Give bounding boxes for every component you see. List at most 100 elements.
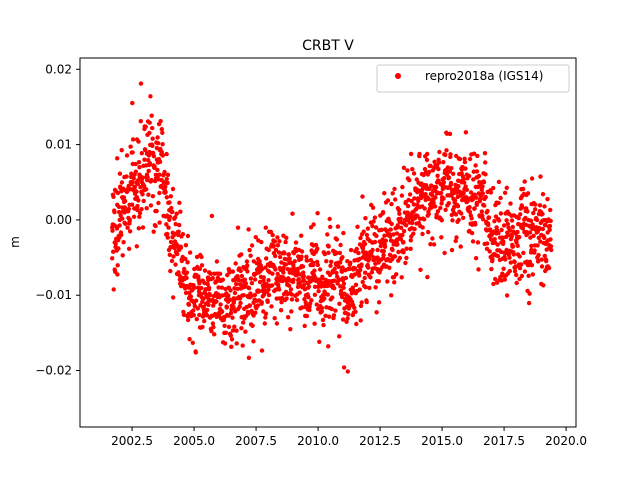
data-point [111,287,116,292]
data-point [444,148,449,153]
data-point [399,193,405,198]
data-point [319,305,325,311]
data-point [186,302,192,307]
data-point [389,221,394,227]
data-point [219,285,225,290]
data-point [517,276,522,282]
data-point [250,323,255,328]
data-point [247,303,253,308]
data-point [117,209,122,215]
data-point [256,270,261,275]
data-point [456,184,461,189]
data-point [536,252,541,258]
data-point [281,270,286,275]
data-point [120,195,125,200]
data-point [362,275,367,281]
data-point [438,205,443,211]
data-point [472,206,477,211]
data-point [539,257,544,262]
data-point [128,144,133,149]
data-point [521,250,526,256]
data-point [143,124,148,129]
data-point [195,306,200,311]
data-point [356,250,361,256]
data-point [140,175,145,180]
data-point [266,247,271,253]
data-point [456,217,461,223]
data-point [259,239,264,245]
data-point [360,194,365,199]
data-point [199,285,204,291]
data-point [163,189,168,195]
data-point [411,231,416,236]
data-point [309,298,314,303]
data-point [139,151,144,156]
data-point [170,209,175,215]
data-point [533,202,538,207]
data-point [536,235,541,240]
data-point [263,225,268,230]
data-point [263,265,268,270]
data-point [210,321,216,326]
data-point [548,207,553,213]
data-point [517,254,522,259]
data-point [379,227,384,232]
data-point [355,224,360,229]
data-point [285,315,291,320]
data-point [190,340,195,345]
data-point [139,207,144,212]
data-point [515,243,520,248]
data-point [226,285,231,290]
data-point [135,203,140,209]
data-point [171,254,176,259]
data-point [439,218,444,223]
data-point [437,149,442,155]
data-point [442,250,447,256]
data-point [508,260,513,265]
data-point [228,310,234,316]
data-point [259,348,265,353]
data-point [276,250,282,255]
data-point [395,242,400,247]
data-point [144,172,150,177]
data-point [269,304,274,309]
data-point [147,161,153,166]
data-point [534,217,540,223]
data-point [422,206,427,211]
data-point [341,285,346,290]
data-point [159,127,164,132]
data-point [325,283,330,289]
data-point [172,232,177,238]
data-point [115,190,121,196]
data-point [345,369,350,374]
data-point [290,211,295,216]
data-point [544,240,549,245]
data-point [264,256,269,261]
data-point [512,269,518,274]
data-point [155,141,161,146]
data-point [196,293,202,298]
data-point [164,151,169,157]
data-point [142,183,147,189]
data-point [242,277,248,282]
data-point [435,209,441,214]
data-point [164,222,169,227]
data-point [474,195,479,200]
data-point [286,278,291,283]
data-point [122,210,127,215]
data-point [307,275,312,280]
data-point [119,180,125,185]
data-point [374,233,379,239]
data-point [480,191,485,196]
data-point [519,262,524,267]
data-point [238,268,243,274]
data-point [519,273,525,279]
data-point [375,255,380,260]
data-point [232,324,237,329]
data-point [293,240,299,245]
data-point [381,249,386,254]
data-point [375,247,380,253]
data-point [327,314,332,319]
data-point [246,355,252,360]
